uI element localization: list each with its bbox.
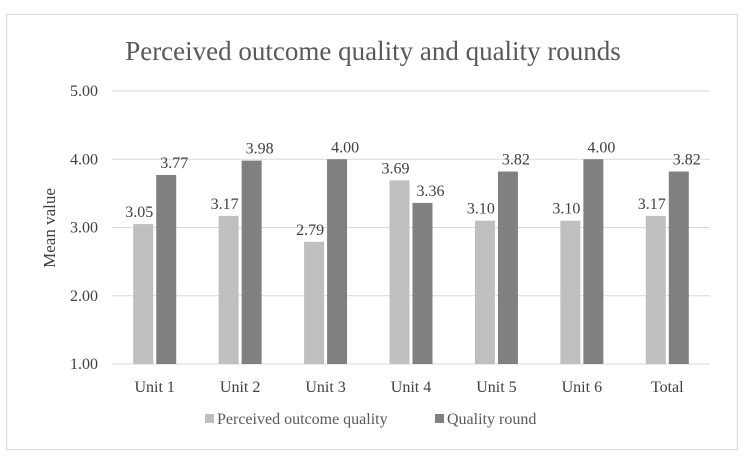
x-tick-label: Unit 6 <box>562 379 602 396</box>
data-label: 3.69 <box>382 160 410 177</box>
legend-label: Perceived outcome quality <box>217 411 388 428</box>
data-label: 4.00 <box>587 139 615 156</box>
data-label: 3.36 <box>417 183 445 200</box>
data-label: 3.17 <box>211 196 239 213</box>
x-tick-label: Total <box>651 379 684 396</box>
y-tick-label: 1.00 <box>70 356 98 373</box>
bar <box>497 171 518 364</box>
x-tick-label: Unit 3 <box>305 379 345 396</box>
data-label: 4.00 <box>331 139 359 156</box>
bar <box>327 159 348 364</box>
bar <box>304 241 325 364</box>
bar <box>560 220 581 364</box>
data-label: 3.77 <box>160 155 188 172</box>
x-tick-label: Unit 2 <box>220 379 260 396</box>
data-labels: 3.05 3.77 3.17 3.98 2.79 4.00 3.69 3.36 3.10 3.82… <box>125 139 701 239</box>
gridlines <box>112 90 710 365</box>
y-axis-title: Mean value <box>40 188 59 268</box>
data-label: 2.79 <box>296 222 324 239</box>
bar <box>389 180 410 364</box>
chart-area <box>6 14 738 450</box>
x-tick-label: Unit 5 <box>476 379 516 396</box>
data-label: 3.10 <box>467 201 495 218</box>
data-label: 3.98 <box>246 141 274 158</box>
x-tick-label: Unit 1 <box>134 379 174 396</box>
data-label: 3.17 <box>638 196 666 213</box>
legend-swatch <box>205 414 214 423</box>
y-tick-label: 3.00 <box>70 220 98 237</box>
chart-title: Perceived outcome quality and quality ro… <box>125 36 621 66</box>
bar <box>412 202 433 364</box>
bar <box>474 220 495 364</box>
legend-swatch <box>435 414 444 423</box>
y-tick-label: 2.00 <box>70 288 98 305</box>
bar <box>645 215 666 364</box>
legend-label: Quality round <box>447 411 536 428</box>
legend: Perceived outcome quality Quality round <box>205 411 536 428</box>
bar <box>583 159 604 364</box>
y-axis-ticks: 1.00 2.00 3.00 4.00 5.00 <box>70 83 98 373</box>
y-tick-label: 4.00 <box>70 151 98 168</box>
data-label: 3.82 <box>673 152 701 169</box>
data-label: 3.10 <box>552 201 580 218</box>
data-label: 3.82 <box>502 152 530 169</box>
x-tick-label: Unit 4 <box>391 379 431 396</box>
bar <box>156 174 177 364</box>
bars <box>133 159 689 364</box>
bar <box>241 160 262 364</box>
y-tick-label: 5.00 <box>70 83 98 100</box>
bar <box>668 171 689 364</box>
data-label: 3.05 <box>125 204 153 221</box>
x-axis-ticks: Unit 1 Unit 2 Unit 3 Unit 4 Unit 5 Unit 6 Tota… <box>134 379 684 396</box>
bar <box>218 215 239 364</box>
bar <box>133 224 154 364</box>
